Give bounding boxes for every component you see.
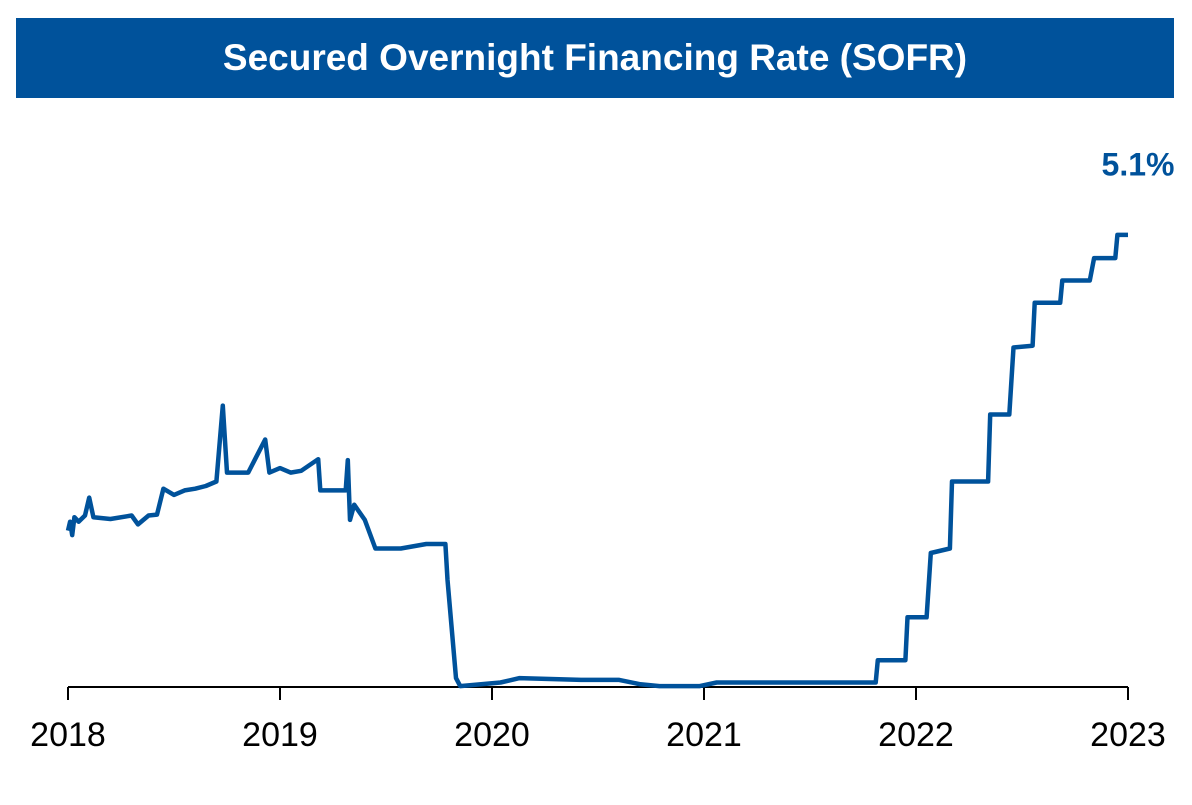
x-tick-label: 2019 bbox=[242, 716, 318, 754]
title-banner bbox=[16, 18, 1174, 98]
chart-title: Secured Overnight Financing Rate (SOFR) bbox=[223, 37, 967, 78]
x-tick-label: 2023 bbox=[1090, 716, 1166, 754]
x-tick-label: 2018 bbox=[30, 716, 106, 754]
x-tick-label: 2020 bbox=[454, 716, 530, 754]
x-tick-label: 2021 bbox=[666, 716, 742, 754]
value-label: 5.1% bbox=[1102, 146, 1175, 182]
x-tick-label: 2022 bbox=[878, 716, 954, 754]
sofr-line bbox=[65, 232, 1128, 689]
